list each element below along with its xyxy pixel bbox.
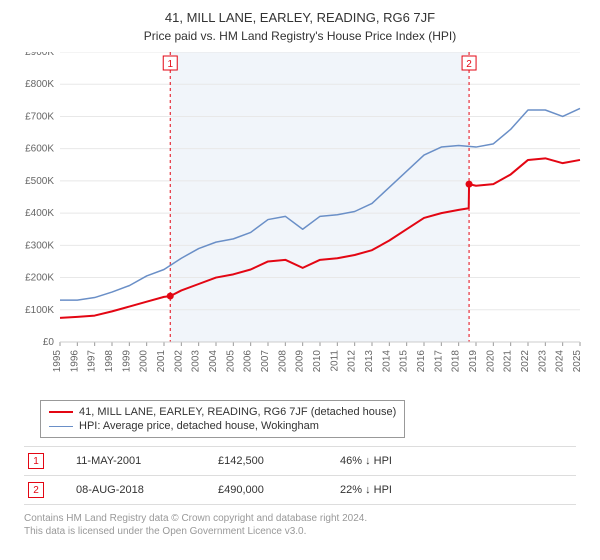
table-row: 1 11-MAY-2001 £142,500 46% ↓ HPI (24, 446, 576, 475)
svg-text:2019: 2019 (468, 350, 479, 373)
svg-text:2003: 2003 (191, 350, 202, 373)
page-title: 41, MILL LANE, EARLEY, READING, RG6 7JF (0, 0, 600, 25)
footer-line: Contains HM Land Registry data © Crown c… (24, 512, 367, 525)
sale-marker-icon: 1 (28, 453, 44, 469)
svg-text:£0: £0 (43, 337, 55, 348)
sale-date: 11-MAY-2001 (76, 455, 186, 467)
legend-label: 41, MILL LANE, EARLEY, READING, RG6 7JF … (79, 406, 396, 418)
svg-text:2015: 2015 (399, 350, 410, 373)
legend-row: HPI: Average price, detached house, Woki… (49, 419, 396, 433)
svg-text:£800K: £800K (25, 79, 54, 90)
sale-marker-icon: 2 (28, 482, 44, 498)
svg-text:2006: 2006 (243, 350, 254, 373)
svg-text:£900K: £900K (25, 52, 54, 58)
svg-text:1998: 1998 (104, 350, 115, 373)
svg-text:£400K: £400K (25, 208, 54, 219)
sales-table: 1 11-MAY-2001 £142,500 46% ↓ HPI 2 08-AU… (24, 446, 576, 505)
svg-text:1996: 1996 (69, 350, 80, 373)
svg-text:2021: 2021 (503, 350, 514, 373)
svg-text:£300K: £300K (25, 240, 54, 251)
page-subtitle: Price paid vs. HM Land Registry's House … (0, 25, 600, 47)
svg-text:1995: 1995 (52, 350, 63, 373)
svg-text:2024: 2024 (555, 350, 566, 373)
chart-legend: 41, MILL LANE, EARLEY, READING, RG6 7JF … (40, 400, 405, 438)
svg-text:2017: 2017 (433, 350, 444, 373)
table-row: 2 08-AUG-2018 £490,000 22% ↓ HPI (24, 475, 576, 505)
svg-text:£200K: £200K (25, 273, 54, 284)
legend-swatch-property (49, 411, 73, 413)
svg-text:2011: 2011 (329, 350, 340, 372)
sale-price: £490,000 (218, 484, 308, 496)
svg-text:2001: 2001 (156, 350, 167, 373)
sale-delta: 46% ↓ HPI (340, 455, 392, 467)
footer-attribution: Contains HM Land Registry data © Crown c… (24, 512, 367, 538)
legend-row: 41, MILL LANE, EARLEY, READING, RG6 7JF … (49, 405, 396, 419)
svg-text:2025: 2025 (572, 350, 583, 373)
svg-text:1997: 1997 (87, 350, 98, 373)
svg-text:2018: 2018 (451, 350, 462, 373)
svg-text:£100K: £100K (25, 305, 54, 316)
legend-label: HPI: Average price, detached house, Woki… (79, 420, 319, 432)
legend-swatch-hpi (49, 426, 73, 427)
svg-text:2000: 2000 (139, 350, 150, 373)
svg-text:2014: 2014 (381, 350, 392, 373)
svg-text:2: 2 (466, 59, 472, 70)
svg-text:2002: 2002 (173, 350, 184, 373)
svg-text:1: 1 (167, 59, 173, 70)
svg-text:£600K: £600K (25, 144, 54, 155)
svg-text:2023: 2023 (537, 350, 548, 373)
svg-text:2005: 2005 (225, 350, 236, 373)
svg-text:2012: 2012 (347, 350, 358, 373)
svg-text:2008: 2008 (277, 350, 288, 373)
svg-text:1999: 1999 (121, 350, 132, 373)
svg-text:2016: 2016 (416, 350, 427, 373)
svg-text:2007: 2007 (260, 350, 271, 373)
svg-text:£700K: £700K (25, 111, 54, 122)
price-chart: £0 £100K £200K £300K £400K £500K £600K £700K £80… (12, 52, 588, 392)
svg-text:2010: 2010 (312, 350, 323, 373)
sale-date: 08-AUG-2018 (76, 484, 186, 496)
svg-text:£500K: £500K (25, 176, 54, 187)
svg-text:2013: 2013 (364, 350, 375, 373)
sale-delta: 22% ↓ HPI (340, 484, 392, 496)
svg-text:2020: 2020 (485, 350, 496, 373)
footer-line: This data is licensed under the Open Gov… (24, 525, 367, 538)
svg-text:2009: 2009 (295, 350, 306, 373)
svg-text:2022: 2022 (520, 350, 531, 373)
svg-text:2004: 2004 (208, 350, 219, 373)
sale-price: £142,500 (218, 455, 308, 467)
